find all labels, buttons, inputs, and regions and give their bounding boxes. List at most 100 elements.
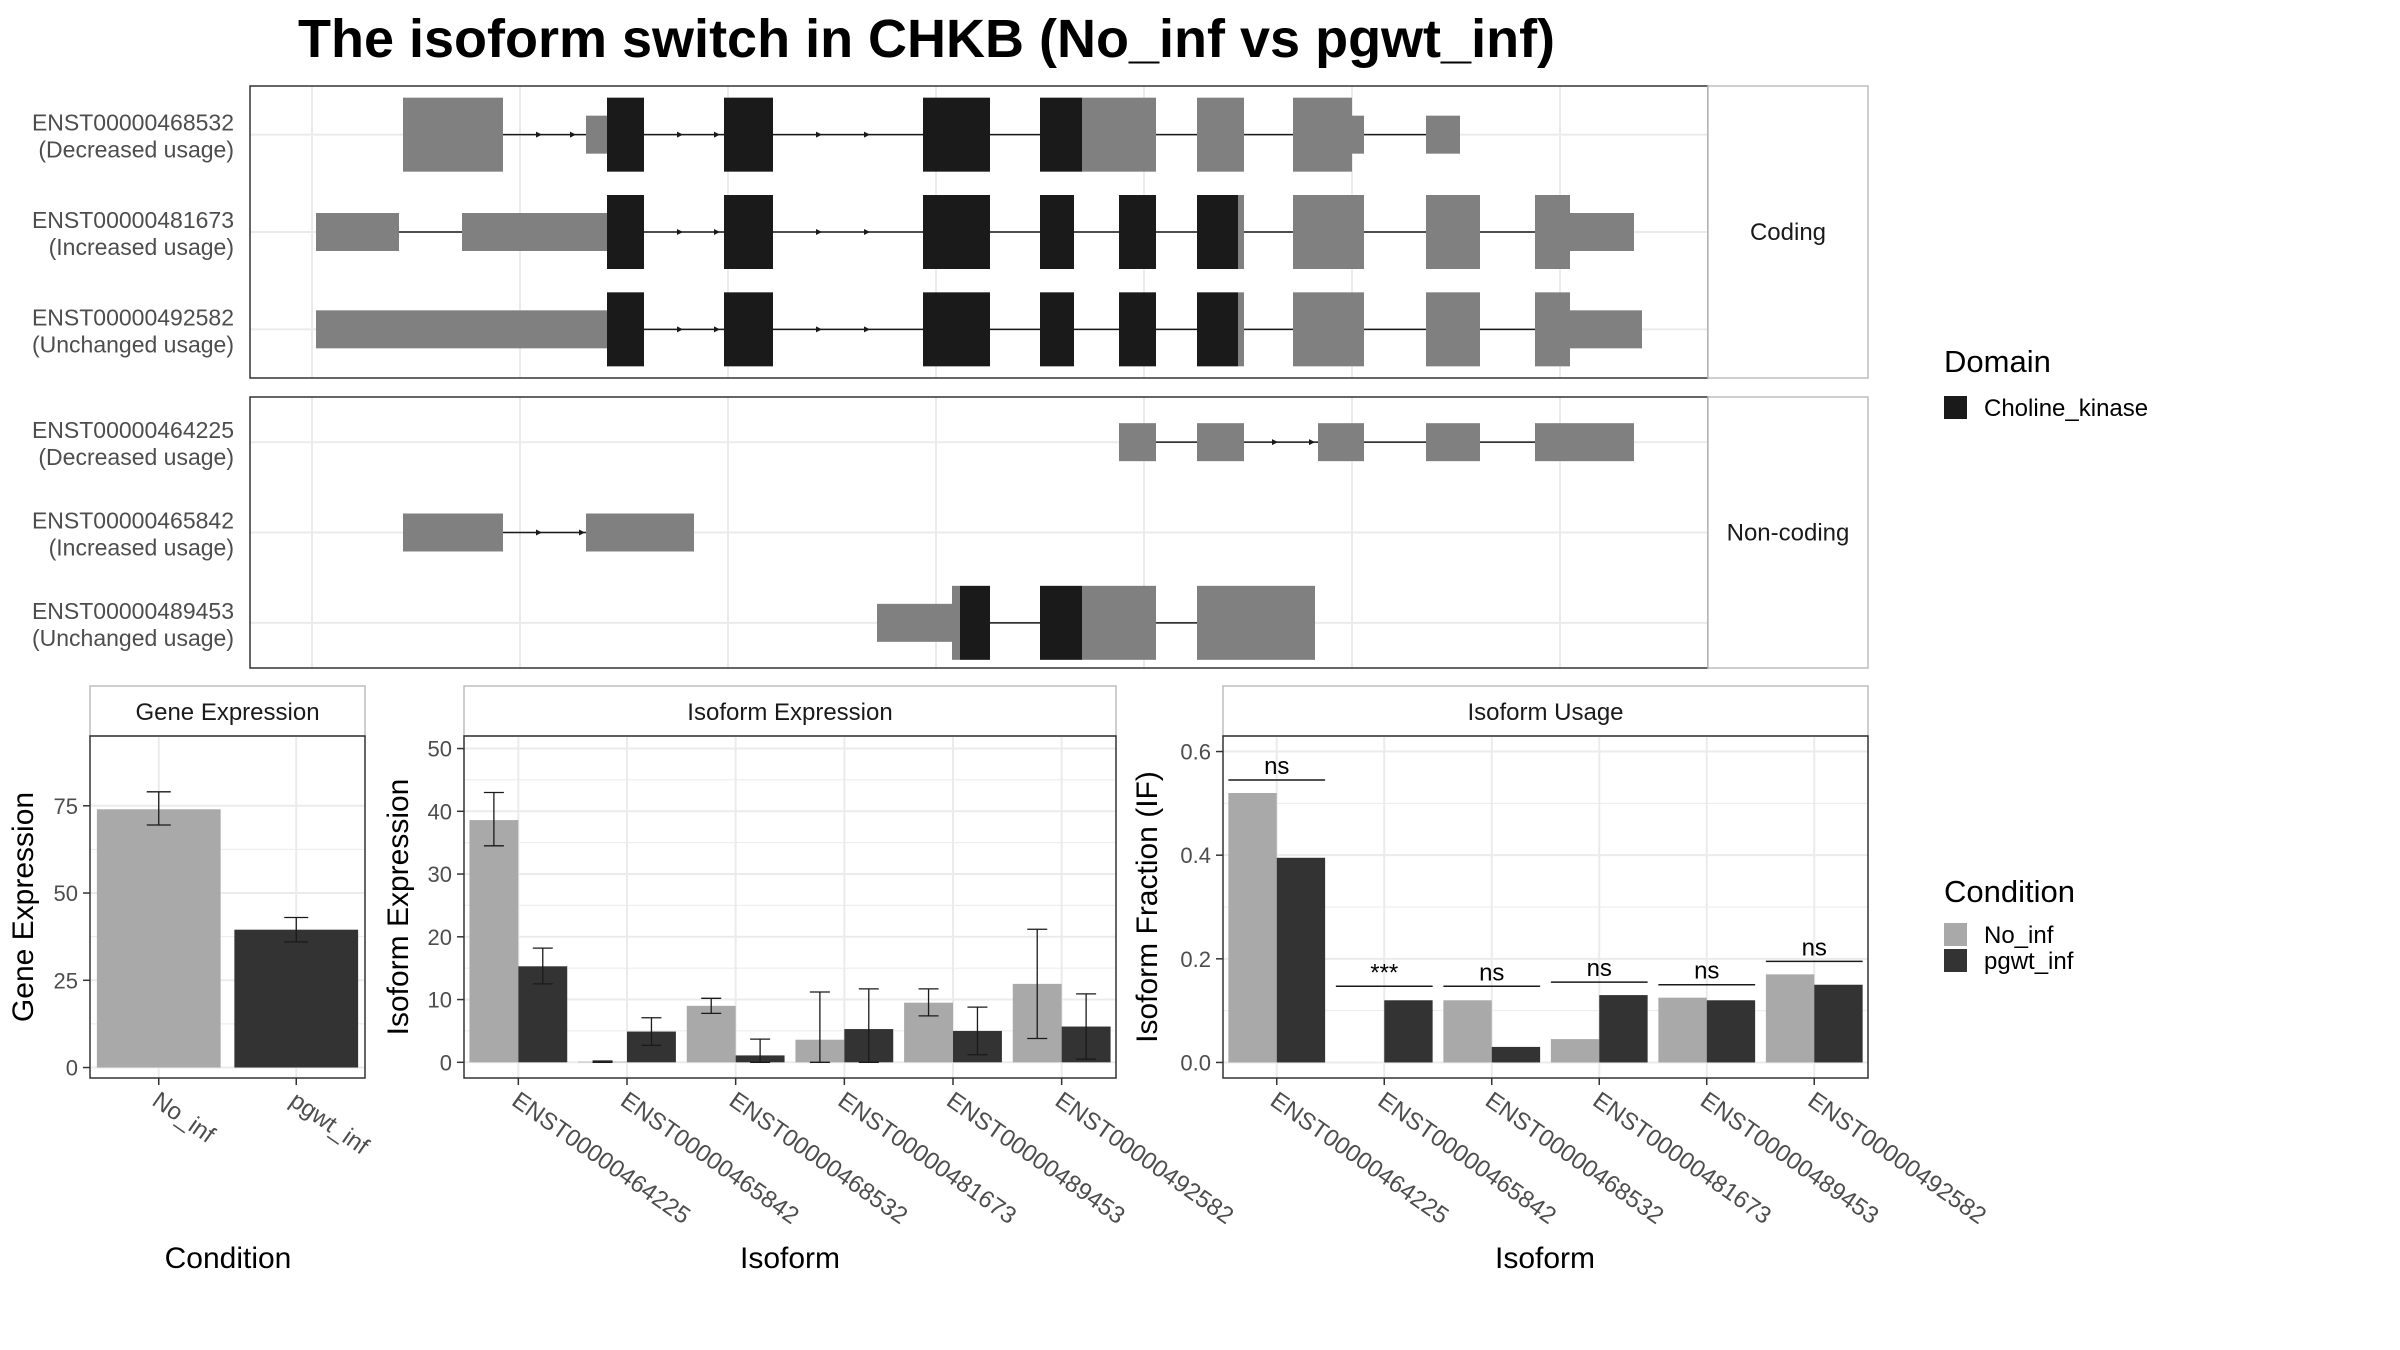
domain-exon [1119,195,1156,269]
domain-legend-title: Domain [1944,344,2051,379]
domain-legend-label: Choline_kinase [1984,395,2148,422]
utr-exon [1570,310,1642,349]
bar-No_inf [1443,1000,1492,1063]
transcript-usage-label: (Unchanged usage) [32,625,234,651]
x-tick-label: ENST00000489453 [942,1087,1130,1230]
y-tick-label: 0 [66,1056,78,1081]
y-tick-label: 50 [428,737,452,762]
domain-exon [1197,292,1238,367]
utr-exon [316,213,399,251]
utr-exon [1238,292,1244,367]
utr-exon [1293,195,1364,269]
utr-exon [586,115,607,154]
utr-exon [1535,292,1570,367]
significance-label: *** [1370,959,1398,986]
panel-strip [89,685,366,737]
x-tick-label: No_inf [147,1087,220,1149]
strand-arrow [570,131,576,138]
strand-arrow [714,326,720,333]
significance-label: ns [1694,958,1719,985]
y-tick-label: 75 [54,794,78,819]
bar-pgwt_inf [1491,1046,1541,1063]
bar-panel-2: Isoform Usage ns *** ns ns ns ns 0.0 0.2 0.4 0.6 EN… [1131,685,1991,1275]
strand-arrow [677,229,683,235]
transcript-id: ENST00000468532 [32,110,234,136]
condition-legend-label: No_inf [1984,922,2054,949]
strand-arrow [864,229,870,235]
transcript-id: ENST00000489453 [32,598,234,624]
strand-arrow [816,131,822,138]
domain-legend-key [1944,396,1967,419]
utr-exon [1119,423,1156,462]
significance-label: ns [1587,955,1612,982]
utr-exon [403,513,503,552]
legends: Domain Choline_kinase Condition No_infpgwt_… [1944,344,2148,975]
facet-strip [1707,396,1869,669]
strand-arrow [536,131,542,138]
strand-arrow [714,131,720,138]
transcript-id: ENST00000492582 [32,304,234,330]
figure-title: The isoform switch in CHKB (No_inf vs pg… [298,9,1555,69]
strand-arrow [579,529,585,536]
panel-strip-label: Gene Expression [135,699,319,726]
condition-legend-label: pgwt_inf [1984,948,2074,975]
bar-pgwt_inf [1706,1000,1756,1063]
bar-No_inf [1550,1039,1600,1063]
x-axis-title: Condition [165,1242,292,1275]
utr-exon [1293,292,1364,367]
x-tick-label: ENST00000464225 [507,1087,695,1230]
x-tick-label: ENST00000465842 [616,1087,804,1230]
y-tick-label: 25 [54,968,78,993]
x-tick-label: ENST00000464225 [1265,1087,1453,1230]
bar [234,929,359,1068]
strand-arrow [536,529,542,536]
significance-label: ns [1479,959,1504,986]
y-axis-title: Gene Expression [7,792,40,1022]
condition-legend-key [1944,949,1967,972]
utr-exon [1426,195,1480,269]
strand-arrow [864,131,870,138]
domain-exon [607,195,644,269]
strand-arrow [1309,439,1315,446]
bar-pgwt_inf [1814,984,1863,1063]
utr-exon [952,585,960,660]
domain-exon [923,97,990,172]
strand-arrow [714,229,720,235]
bar [96,809,221,1068]
y-tick-label: 0 [440,1050,452,1075]
structure-facet-0: ENST00000468532(Decreased usage) ENST0000… [32,85,1869,379]
y-tick-label: 30 [428,862,452,887]
strand-arrow [677,326,683,333]
strand-arrow [816,326,822,333]
significance-label: ns [1264,753,1289,780]
utr-exon [1318,423,1364,462]
bar-No_inf [1658,997,1707,1063]
bar-chart-panels: Gene Expression 0 25 50 75 No_inf pgwt_inf Cond… [7,685,1991,1275]
y-tick-label: 20 [428,925,452,950]
utr-exon [1352,115,1364,154]
utr-exon [1082,97,1156,172]
x-tick-label: pgwt_inf [285,1087,374,1161]
x-tick-label: ENST00000465842 [1373,1087,1561,1230]
facet-strip-label: Coding [1750,219,1826,246]
utr-exon [1426,292,1480,367]
domain-exon [1040,585,1082,660]
domain-exon [724,195,773,269]
y-tick-label: 10 [428,988,452,1013]
domain-exon [724,97,773,172]
bar-No_inf [686,1005,736,1063]
transcript-usage-label: (Unchanged usage) [32,331,234,357]
bar-panel-1: Isoform Expression 0 10 20 30 40 50 ENST0000046… [382,685,1238,1275]
utr-exon [1238,195,1244,269]
transcript-usage-label: (Decreased usage) [38,137,234,163]
utr-exon [1426,423,1480,462]
domain-exon [724,292,773,367]
y-tick-label: 0.2 [1180,947,1211,972]
bar-No_inf [1765,974,1815,1063]
transcript-usage-label: (Increased usage) [49,535,234,561]
domain-exon [923,195,990,269]
domain-exon [1040,195,1074,269]
domain-exon [1040,97,1082,172]
domain-exon [923,292,990,367]
domain-exon [960,585,990,660]
